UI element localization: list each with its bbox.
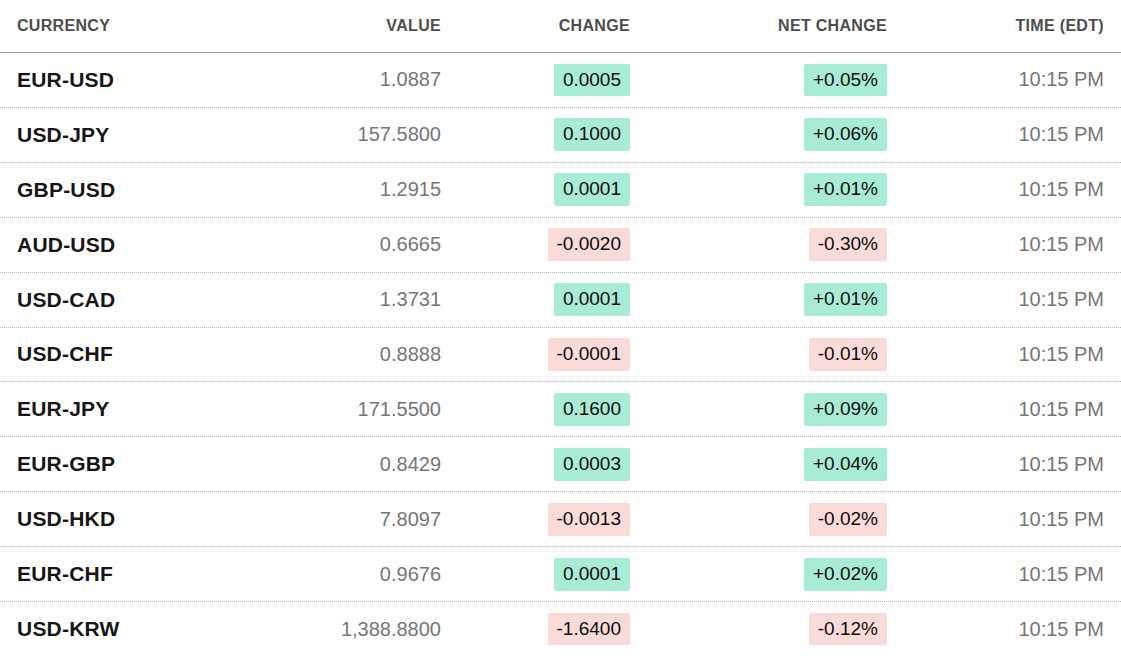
- change-badge: 0.1600: [554, 393, 630, 426]
- table-row: USD-HKD 7.8097 -0.0013 -0.02% 10:15 PM: [0, 492, 1121, 547]
- table-row: EUR-CHF 0.9676 0.0001 +0.02% 10:15 PM: [0, 547, 1121, 602]
- table-row: USD-CAD 1.3731 0.0001 +0.01% 10:15 PM: [0, 273, 1121, 328]
- column-header-value: VALUE: [217, 17, 441, 35]
- table-header-row: CURRENCY VALUE CHANGE NET CHANGE TIME (E…: [0, 0, 1121, 53]
- currencies-table: CURRENCY VALUE CHANGE NET CHANGE TIME (E…: [0, 0, 1121, 656]
- currency-pair[interactable]: EUR-JPY: [17, 397, 217, 421]
- net-change-badge: +0.09%: [804, 393, 887, 426]
- value-cell: 0.6665: [217, 233, 441, 256]
- table-row: EUR-USD 1.0887 0.0005 +0.05% 10:15 PM: [0, 53, 1121, 108]
- time-cell: 10:15 PM: [887, 233, 1104, 256]
- net-change-badge: +0.05%: [804, 64, 887, 97]
- value-cell: 0.9676: [217, 563, 441, 586]
- net-change-badge: -0.01%: [809, 338, 887, 371]
- currency-pair[interactable]: USD-KRW: [17, 617, 217, 641]
- change-badge: 0.0003: [554, 448, 630, 481]
- change-badge: -0.0020: [548, 228, 630, 261]
- column-header-currency: CURRENCY: [17, 17, 217, 35]
- net-change-badge: +0.04%: [804, 448, 887, 481]
- value-cell: 0.8888: [217, 343, 441, 366]
- time-cell: 10:15 PM: [887, 563, 1104, 586]
- time-cell: 10:15 PM: [887, 288, 1104, 311]
- value-cell: 171.5500: [217, 398, 441, 421]
- currency-pair[interactable]: GBP-USD: [17, 178, 217, 202]
- net-change-badge: -0.12%: [809, 613, 887, 646]
- change-badge: 0.1000: [554, 118, 630, 151]
- table-row: USD-KRW 1,388.8800 -1.6400 -0.12% 10:15 …: [0, 602, 1121, 656]
- time-cell: 10:15 PM: [887, 343, 1104, 366]
- time-cell: 10:15 PM: [887, 68, 1104, 91]
- currency-pair[interactable]: EUR-CHF: [17, 562, 217, 586]
- currency-pair[interactable]: EUR-USD: [17, 68, 217, 92]
- currency-pair[interactable]: EUR-GBP: [17, 452, 217, 476]
- net-change-badge: +0.01%: [804, 173, 887, 206]
- change-badge: 0.0005: [554, 64, 630, 97]
- net-change-badge: +0.02%: [804, 558, 887, 591]
- column-header-change: CHANGE: [441, 17, 630, 35]
- currency-pair[interactable]: USD-JPY: [17, 123, 217, 147]
- net-change-badge: +0.06%: [804, 118, 887, 151]
- value-cell: 1,388.8800: [217, 618, 441, 641]
- value-cell: 0.8429: [217, 453, 441, 476]
- value-cell: 1.0887: [217, 68, 441, 91]
- time-cell: 10:15 PM: [887, 398, 1104, 421]
- table-row: AUD-USD 0.6665 -0.0020 -0.30% 10:15 PM: [0, 218, 1121, 273]
- column-header-net-change: NET CHANGE: [630, 17, 887, 35]
- table-row: EUR-JPY 171.5500 0.1600 +0.09% 10:15 PM: [0, 382, 1121, 437]
- value-cell: 1.3731: [217, 288, 441, 311]
- net-change-badge: -0.02%: [809, 503, 887, 536]
- time-cell: 10:15 PM: [887, 618, 1104, 641]
- change-badge: 0.0001: [554, 558, 630, 591]
- net-change-badge: -0.30%: [809, 228, 887, 261]
- change-badge: -0.0001: [548, 338, 630, 371]
- time-cell: 10:15 PM: [887, 178, 1104, 201]
- change-badge: 0.0001: [554, 283, 630, 316]
- column-header-time: TIME (EDT): [887, 17, 1104, 35]
- currency-pair[interactable]: USD-HKD: [17, 507, 217, 531]
- value-cell: 7.8097: [217, 508, 441, 531]
- time-cell: 10:15 PM: [887, 508, 1104, 531]
- value-cell: 1.2915: [217, 178, 441, 201]
- table-row: USD-JPY 157.5800 0.1000 +0.06% 10:15 PM: [0, 108, 1121, 163]
- net-change-badge: +0.01%: [804, 283, 887, 316]
- change-badge: 0.0001: [554, 173, 630, 206]
- currency-pair[interactable]: USD-CHF: [17, 342, 217, 366]
- table-row: EUR-GBP 0.8429 0.0003 +0.04% 10:15 PM: [0, 437, 1121, 492]
- time-cell: 10:15 PM: [887, 453, 1104, 476]
- change-badge: -1.6400: [548, 613, 630, 646]
- table-row: USD-CHF 0.8888 -0.0001 -0.01% 10:15 PM: [0, 328, 1121, 383]
- currency-pair[interactable]: AUD-USD: [17, 233, 217, 257]
- time-cell: 10:15 PM: [887, 123, 1104, 146]
- value-cell: 157.5800: [217, 123, 441, 146]
- currency-pair[interactable]: USD-CAD: [17, 288, 217, 312]
- table-row: GBP-USD 1.2915 0.0001 +0.01% 10:15 PM: [0, 163, 1121, 218]
- change-badge: -0.0013: [548, 503, 630, 536]
